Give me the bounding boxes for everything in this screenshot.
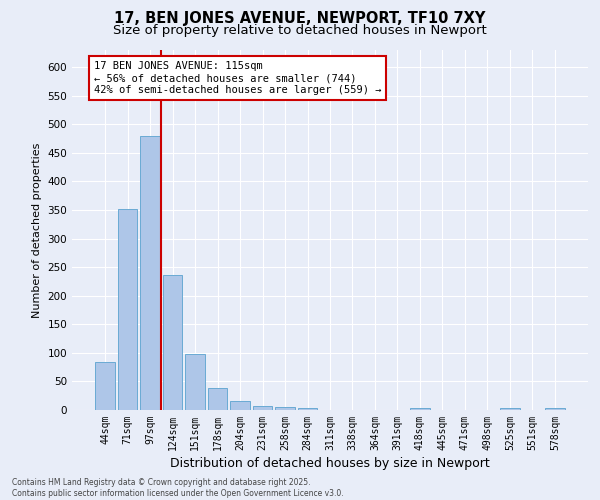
- Bar: [253, 406, 272, 410]
- Bar: [500, 408, 520, 410]
- X-axis label: Distribution of detached houses by size in Newport: Distribution of detached houses by size …: [170, 457, 490, 470]
- Bar: [95, 362, 115, 410]
- Text: 17, BEN JONES AVENUE, NEWPORT, TF10 7XY: 17, BEN JONES AVENUE, NEWPORT, TF10 7XY: [115, 12, 485, 26]
- Bar: [118, 209, 137, 410]
- Bar: [298, 408, 317, 410]
- Bar: [275, 406, 295, 410]
- Text: 17 BEN JONES AVENUE: 115sqm
← 56% of detached houses are smaller (744)
42% of se: 17 BEN JONES AVENUE: 115sqm ← 56% of det…: [94, 62, 381, 94]
- Bar: [163, 275, 182, 410]
- Bar: [140, 136, 160, 410]
- Bar: [545, 408, 565, 410]
- Bar: [208, 388, 227, 410]
- Text: Size of property relative to detached houses in Newport: Size of property relative to detached ho…: [113, 24, 487, 37]
- Bar: [410, 408, 430, 410]
- Y-axis label: Number of detached properties: Number of detached properties: [32, 142, 42, 318]
- Bar: [230, 401, 250, 410]
- Text: Contains HM Land Registry data © Crown copyright and database right 2025.
Contai: Contains HM Land Registry data © Crown c…: [12, 478, 344, 498]
- Bar: [185, 354, 205, 410]
